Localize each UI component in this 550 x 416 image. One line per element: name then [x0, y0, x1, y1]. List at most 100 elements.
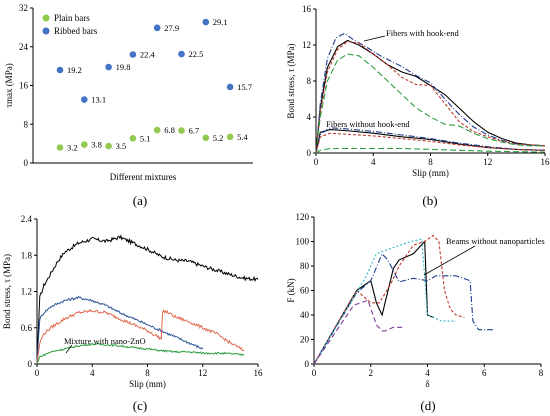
data-label: 19.8: [116, 62, 131, 72]
y-tick-label: 8: [24, 119, 29, 129]
x-tick-label: 2: [369, 368, 374, 378]
y-tick-label: 0.6: [21, 323, 33, 333]
x-axis-label: δ: [425, 379, 429, 389]
scatter-point: [153, 126, 161, 134]
series-line: [36, 342, 245, 365]
scatter-point: [226, 83, 234, 91]
panel-a: 0 8 16 24 32 τmax (MPa) Different mixtures Plai…: [4, 3, 253, 208]
y-axis-label: Bond stress, τ (MPa): [286, 43, 296, 118]
scatter-point: [153, 24, 161, 32]
scatter-point: [56, 144, 64, 151]
x-tick-label: 4: [425, 368, 430, 378]
series-line: [36, 295, 204, 365]
x-tick-label: 0: [314, 157, 319, 167]
x-tick-label: 16: [254, 368, 264, 378]
legend-label: Plain bars: [54, 13, 90, 23]
x-tick-label: 8: [539, 368, 544, 378]
y-tick-label: 1.8: [21, 250, 33, 260]
series-line: [36, 308, 245, 365]
panel-c: 0 4 8 12 16 0 0.6 1.2 1.8 2.4 Bond stress, τ (MPa)…: [2, 214, 263, 413]
series-line: [315, 39, 546, 154]
data-label: 6.7: [189, 126, 200, 136]
data-label: 6.8: [164, 125, 175, 135]
annotation-arrow: [423, 245, 476, 276]
y-tick-label: 32: [19, 3, 28, 13]
data-label: 15.7: [237, 82, 252, 92]
x-tick-label: 8: [428, 157, 433, 167]
scatter-point: [178, 127, 185, 134]
scatter-point: [56, 66, 64, 74]
annotation-arrow: [65, 344, 73, 354]
legend-label: Ribbed bars: [54, 26, 98, 36]
data-label: 22.5: [189, 49, 204, 59]
y-tick-label: 100: [296, 237, 310, 247]
series-line: [313, 234, 465, 365]
x-tick-label: 0: [35, 368, 40, 378]
series-line: [313, 238, 456, 365]
panel-b: 0 4 8 12 16 0 4 8 12 16 Bond stress, τ (MPa) Slip (…: [286, 4, 550, 208]
x-axis-label: Different mixtures: [110, 172, 177, 182]
legend-marker: [42, 14, 50, 22]
data-label: 3.2: [67, 143, 78, 153]
y-axis-label: τmax (MPa): [4, 63, 14, 107]
x-tick-label: 12: [198, 368, 207, 378]
y-tick-label: 40: [300, 310, 310, 320]
y-tick-label: 1.2: [21, 287, 32, 297]
panel-caption: (c): [133, 398, 147, 413]
y-tick-label: 120: [296, 212, 310, 222]
panel-caption: (d): [420, 398, 435, 413]
x-axis-label: Slip (mm): [129, 379, 166, 389]
y-tick-label: 20: [300, 335, 310, 345]
series-line: [315, 147, 546, 154]
series-line: [313, 240, 434, 365]
scatter-point: [81, 96, 88, 103]
y-axis-label: Bond stress, τ (MPa): [2, 254, 12, 329]
x-tick-label: 4: [90, 368, 95, 378]
annotation-label: Beams without nanoparticles: [446, 236, 545, 246]
y-tick-label: 12: [302, 40, 311, 50]
scatter-point: [178, 50, 185, 58]
data-label: 5.1: [140, 133, 151, 143]
panel-caption: (b): [422, 193, 437, 208]
y-tick-label: 60: [300, 286, 310, 296]
scatter-point: [226, 133, 234, 141]
y-tick-label: 16: [19, 81, 29, 91]
x-tick-label: 12: [483, 157, 492, 167]
y-tick-label: 0: [24, 158, 29, 168]
annotation-arrow: [363, 35, 386, 42]
y-tick-label: 4: [307, 112, 312, 122]
scatter-point: [129, 134, 137, 142]
x-tick-label: 4: [371, 157, 376, 167]
series-line: [313, 299, 405, 365]
x-tick-label: 16: [541, 157, 550, 167]
data-label: 3.5: [116, 141, 127, 151]
data-label: 5.4: [237, 132, 248, 142]
y-tick-label: 24: [19, 42, 29, 52]
scatter-point: [105, 142, 112, 150]
y-axis-label: F (kN): [286, 278, 296, 302]
x-tick-label: 6: [482, 368, 487, 378]
y-tick-label: 2.4: [21, 214, 33, 224]
y-tick-label: 0: [28, 359, 33, 369]
data-label: 13.1: [91, 95, 106, 105]
scatter-point: [81, 141, 88, 148]
annotation-label: Fibers with hook-end: [386, 28, 459, 38]
y-tick-label: 0: [307, 148, 312, 158]
data-label: 27.9: [164, 23, 179, 33]
scatter-point: [105, 63, 112, 71]
series-line: [313, 252, 493, 365]
x-tick-label: 8: [145, 368, 150, 378]
series-line: [315, 132, 546, 154]
y-tick-label: 8: [307, 76, 312, 86]
series-line: [36, 234, 259, 365]
data-label: 22.4: [140, 50, 156, 60]
legend-marker: [42, 27, 50, 35]
scatter-point: [202, 134, 210, 142]
data-label: 19.2: [67, 65, 82, 75]
x-axis-label: Slip (mm): [412, 168, 449, 178]
scatter-point: [202, 18, 210, 26]
annotation-label: Mixture with nano-ZnO: [64, 336, 146, 346]
y-tick-label: 80: [300, 261, 310, 271]
x-tick-label: 0: [312, 368, 317, 378]
